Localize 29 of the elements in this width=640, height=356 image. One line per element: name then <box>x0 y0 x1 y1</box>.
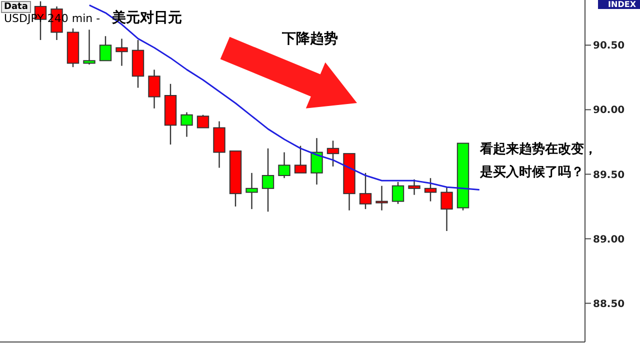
candlestick <box>392 181 404 205</box>
candlestick <box>180 112 193 138</box>
annotation: 是买入时候了吗？ <box>480 164 584 181</box>
candlestick <box>424 178 437 202</box>
candlestick <box>99 36 112 62</box>
candlestick <box>246 172 258 210</box>
candlestick <box>83 29 96 66</box>
candlestick <box>359 172 372 210</box>
candlestick <box>294 145 307 174</box>
annotation: 看起来趋势在改变， <box>480 140 597 158</box>
y-tick-label: 88.50 <box>593 298 625 310</box>
candlestick <box>262 148 274 212</box>
candlestick <box>376 185 388 211</box>
y-tick-label: 90.00 <box>593 105 625 116</box>
y-tick-label: 89.50 <box>593 170 625 181</box>
annotation: Data <box>1 1 31 13</box>
candlestick <box>326 140 340 168</box>
candlestick <box>310 137 323 186</box>
candlestick <box>148 69 160 110</box>
candlestick <box>278 152 290 179</box>
candlestick <box>116 38 128 66</box>
annotation: 下降趋势 <box>282 30 338 48</box>
text: INDEX <box>598 0 640 9</box>
y-tick-label: 89.00 <box>593 234 625 246</box>
candlestick <box>408 178 420 196</box>
candlestick <box>440 186 453 232</box>
annotation: 美元对日元 <box>112 9 182 27</box>
y-tick-label: 90.50 <box>593 40 625 52</box>
candlestick <box>196 114 210 128</box>
